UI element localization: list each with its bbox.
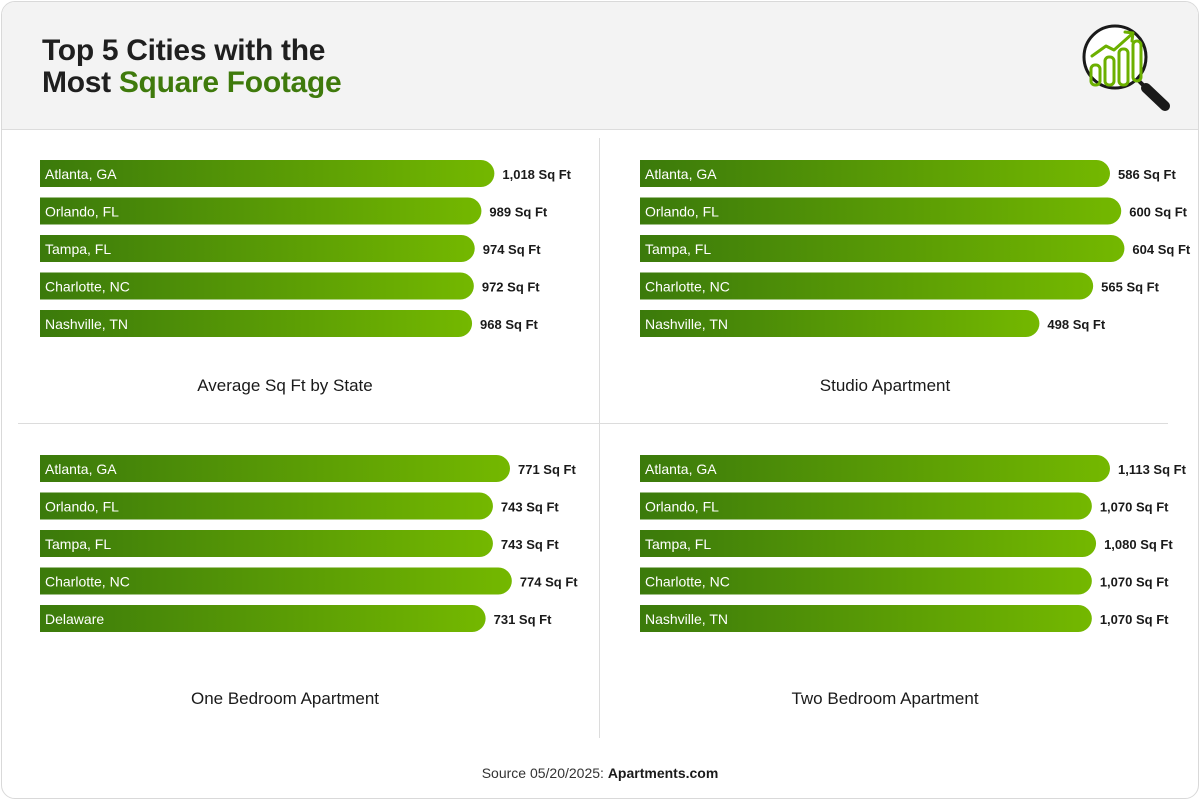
bar-category-label: Charlotte, NC xyxy=(645,279,730,295)
panel-average-sq-ft: Atlanta, GA 1,018 Sq Ft Orlando, FL 989 Sq … xyxy=(40,160,600,440)
bar-value-label: 565 Sq Ft xyxy=(1101,280,1159,295)
bar-value-label: 774 Sq Ft xyxy=(520,575,578,590)
bar-value-label: 498 Sq Ft xyxy=(1047,317,1105,332)
chart-two-bedroom: Atlanta, GA 1,113 Sq Ft Orlando, FL 1,070 S… xyxy=(640,455,1187,632)
bar-category-label: Charlotte, NC xyxy=(45,279,130,295)
bar-category-label: Tampa, FL xyxy=(45,241,111,257)
chart-studio: Atlanta, GA 586 Sq Ft Orlando, FL 600 Sq Ft… xyxy=(640,160,1191,337)
bar xyxy=(40,455,510,482)
bar-value-label: 743 Sq Ft xyxy=(501,537,559,552)
chart-title: Two Bedroom Apartment xyxy=(791,689,979,708)
panel-one-bedroom: Atlanta, GA 771 Sq Ft Orlando, FL 743 Sq Ft… xyxy=(40,455,600,735)
chart-title: Average Sq Ft by State xyxy=(197,376,373,395)
bar xyxy=(640,530,1097,557)
bar-value-label: 1,080 Sq Ft xyxy=(1104,537,1173,552)
bar-category-label: Tampa, FL xyxy=(645,241,711,257)
bar-category-label: Atlanta, GA xyxy=(45,166,117,182)
bar-value-label: 586 Sq Ft xyxy=(1118,167,1176,182)
bar xyxy=(40,567,512,595)
panel-two-bedroom: Atlanta, GA 1,113 Sq Ft Orlando, FL 1,070 S… xyxy=(640,455,1200,735)
bar xyxy=(640,160,1110,187)
bar xyxy=(40,272,474,300)
bar-category-label: Delaware xyxy=(45,611,104,627)
title-highlight: Square Footage xyxy=(118,66,342,99)
bar-value-label: 1,113 Sq Ft xyxy=(1118,462,1187,477)
magnifier-chart-icon xyxy=(1082,24,1170,111)
bar-value-label: 972 Sq Ft xyxy=(482,280,540,295)
bar xyxy=(640,197,1122,225)
chart-average-sq-ft: Atlanta, GA 1,018 Sq Ft Orlando, FL 989 Sq … xyxy=(40,160,572,337)
bar-category-label: Charlotte, NC xyxy=(645,574,730,590)
bar xyxy=(40,492,493,520)
source-prefix: Source 05/20/2025: xyxy=(481,765,608,781)
bar-category-label: Orlando, FL xyxy=(45,499,119,515)
bar-category-label: Atlanta, GA xyxy=(645,166,717,182)
bar xyxy=(640,272,1094,300)
title-line-2-prefix: Most xyxy=(42,66,119,99)
bar-value-label: 1,070 Sq Ft xyxy=(1100,500,1169,515)
bar xyxy=(640,605,1092,632)
bar-category-label: Charlotte, NC xyxy=(45,574,130,590)
bar-category-label: Nashville, TN xyxy=(645,316,728,332)
bar-value-label: 600 Sq Ft xyxy=(1129,205,1187,220)
bar xyxy=(40,235,475,262)
page-title: Top 5 Cities with the Most Square Footag… xyxy=(42,34,342,99)
bar-value-label: 989 Sq Ft xyxy=(489,205,547,220)
bar xyxy=(640,310,1040,337)
bar-value-label: 1,070 Sq Ft xyxy=(1100,612,1169,627)
bar-category-label: Orlando, FL xyxy=(645,204,719,220)
bar xyxy=(40,197,482,225)
chart-title: One Bedroom Apartment xyxy=(190,689,380,708)
bar-category-label: Atlanta, GA xyxy=(45,461,117,477)
bar xyxy=(40,530,493,557)
header: Top 5 Cities with the Most Square Footag… xyxy=(2,2,1198,130)
bar xyxy=(640,455,1110,482)
bar-value-label: 968 Sq Ft xyxy=(480,317,538,332)
bar-category-label: Tampa, FL xyxy=(45,536,111,552)
vertical-divider xyxy=(599,138,600,738)
bar-value-label: 731 Sq Ft xyxy=(494,612,552,627)
bar-value-label: 1,070 Sq Ft xyxy=(1100,575,1169,590)
bar-value-label: 771 Sq Ft xyxy=(518,462,576,477)
panel-studio: Atlanta, GA 586 Sq Ft Orlando, FL 600 Sq Ft… xyxy=(640,160,1200,440)
source-note: Source 05/20/2025: Apartments.com xyxy=(0,765,1200,781)
bar xyxy=(40,160,495,187)
bar-value-label: 1,018 Sq Ft xyxy=(502,167,571,182)
bar-value-label: 743 Sq Ft xyxy=(501,500,559,515)
bar-category-label: Nashville, TN xyxy=(645,611,728,627)
source-name: Apartments.com xyxy=(607,765,719,781)
bar-category-label: Tampa, FL xyxy=(645,536,711,552)
bar-category-label: Atlanta, GA xyxy=(645,461,717,477)
bar-value-label: 974 Sq Ft xyxy=(483,242,541,257)
chart-title: Studio Apartment xyxy=(819,376,951,395)
chart-one-bedroom: Atlanta, GA 771 Sq Ft Orlando, FL 743 Sq Ft… xyxy=(40,455,578,632)
title-line-1: Top 5 Cities with the xyxy=(42,34,326,67)
bar-category-label: Orlando, FL xyxy=(645,499,719,515)
bar xyxy=(40,605,486,632)
bar-category-label: Orlando, FL xyxy=(45,204,119,220)
bar xyxy=(640,567,1092,595)
bar xyxy=(640,492,1092,520)
bar-category-label: Nashville, TN xyxy=(45,316,128,332)
bar-value-label: 604 Sq Ft xyxy=(1132,242,1190,257)
bar xyxy=(40,310,473,337)
horizontal-divider xyxy=(18,423,1168,424)
bar xyxy=(640,235,1125,262)
